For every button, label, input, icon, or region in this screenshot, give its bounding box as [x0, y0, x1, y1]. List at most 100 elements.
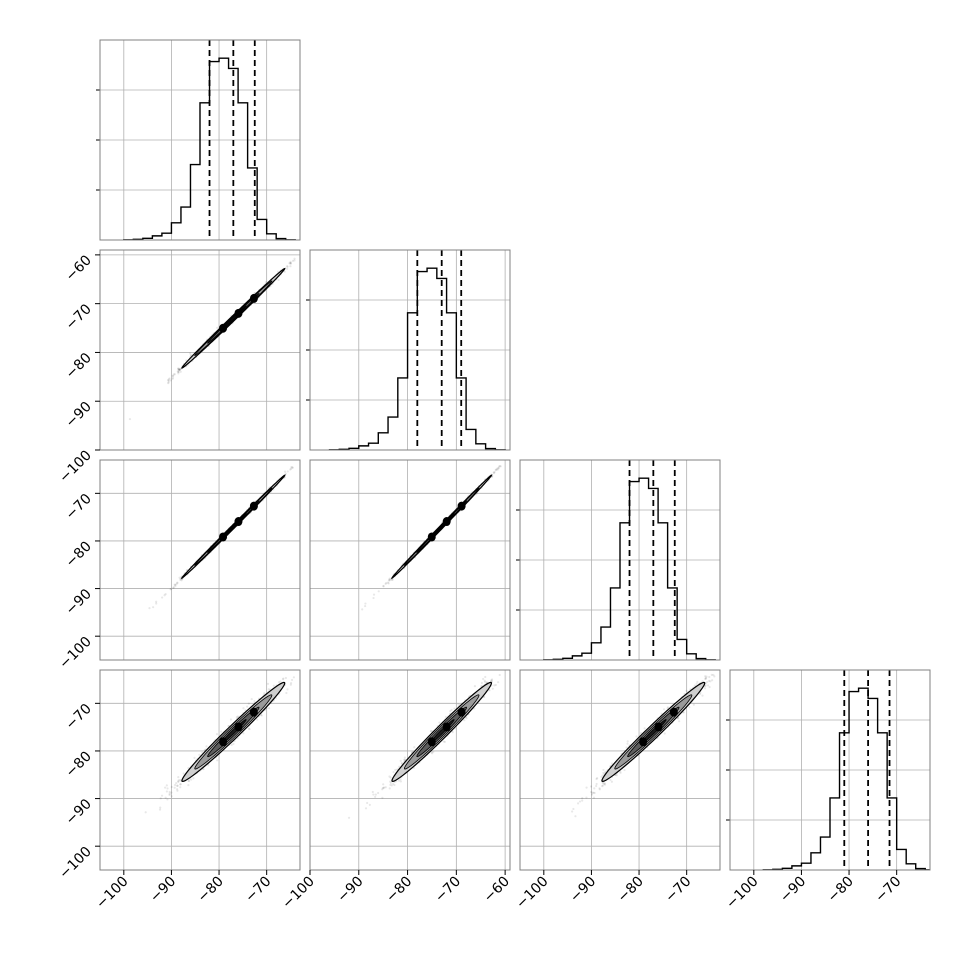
- scatter-point: [708, 679, 711, 682]
- scatter-point: [453, 707, 456, 710]
- scatter-point: [155, 602, 158, 605]
- scatter-point: [473, 685, 477, 688]
- scatter-point: [682, 711, 685, 714]
- scatter-point: [291, 466, 294, 469]
- scatter-point: [692, 703, 695, 706]
- scatter-point: [390, 578, 393, 581]
- panel-frame: [99, 249, 301, 451]
- scatter-point: [498, 673, 501, 677]
- scatter-point: [602, 768, 605, 772]
- scatter-point: [387, 579, 391, 582]
- panel-2-1: [309, 459, 511, 661]
- scatter-point: [491, 687, 494, 690]
- scatter-point: [260, 714, 263, 717]
- scatter-point: [293, 259, 296, 262]
- scatter-point: [289, 468, 292, 471]
- scatter-point: [289, 261, 292, 265]
- scatter-point: [179, 779, 182, 782]
- scatter-point: [706, 684, 710, 687]
- scatter-point: [444, 715, 447, 719]
- scatter-point: [176, 370, 179, 373]
- density-core: [234, 517, 243, 527]
- scatter-point: [286, 265, 289, 268]
- scatter-point: [230, 743, 233, 747]
- scatter-point: [585, 786, 588, 789]
- scatter-point: [392, 770, 395, 774]
- scatter-point: [177, 370, 180, 374]
- scatter-point: [389, 776, 392, 779]
- panel-2-2: [516, 459, 721, 661]
- scatter-point: [382, 783, 385, 786]
- scatter-point: [473, 707, 476, 710]
- scatter-point: [177, 776, 180, 779]
- scatter-point: [256, 718, 259, 721]
- scatter-point: [178, 368, 181, 372]
- panel-frame: [99, 39, 301, 241]
- scatter-point: [377, 791, 380, 795]
- density-core: [457, 707, 466, 717]
- scatter-point: [187, 784, 190, 787]
- scatter-point: [585, 796, 588, 799]
- scatter-point: [267, 707, 271, 710]
- scatter-point: [179, 368, 182, 371]
- scatter-point: [497, 465, 501, 468]
- scatter-point: [286, 265, 289, 268]
- scatter-point: [288, 262, 291, 265]
- scatter-point: [389, 781, 393, 785]
- scatter-point: [177, 780, 180, 783]
- density-core: [234, 308, 243, 318]
- scatter-point: [596, 777, 599, 780]
- scatter-point: [457, 703, 460, 706]
- scatter-point: [167, 381, 170, 384]
- scatter-point: [619, 771, 622, 774]
- scatter-point: [188, 779, 191, 783]
- scatter-point: [704, 682, 707, 685]
- scatter-point: [178, 367, 181, 370]
- scatter-point: [704, 677, 707, 680]
- scatter-point: [215, 733, 219, 736]
- scatter-point: [166, 787, 169, 790]
- scatter-point: [610, 780, 614, 783]
- panel-frame: [519, 459, 721, 661]
- scatter-point: [494, 468, 497, 472]
- scatter-point: [170, 785, 173, 789]
- scatter-point: [374, 793, 377, 796]
- scatter-point: [393, 783, 396, 787]
- density-core: [219, 323, 228, 333]
- scatter-point: [389, 780, 392, 783]
- density-core: [442, 722, 451, 732]
- scatter-point: [289, 265, 292, 268]
- scatter-point: [286, 470, 289, 473]
- scatter-point: [174, 783, 177, 787]
- scatter-point: [276, 270, 280, 273]
- scatter-point: [179, 578, 182, 582]
- scatter-point: [164, 786, 167, 789]
- scatter-point: [283, 470, 287, 473]
- scatter-point: [490, 679, 494, 682]
- scatter-point: [701, 694, 704, 697]
- scatter-point: [438, 721, 441, 724]
- scatter-point: [161, 596, 164, 599]
- scatter-point: [246, 705, 249, 708]
- scatter-point: [227, 724, 230, 728]
- scatter-point: [384, 786, 387, 789]
- scatter-point: [290, 467, 293, 470]
- scatter-point: [598, 787, 601, 790]
- scatter-point: [216, 759, 219, 762]
- scatter-point: [242, 707, 245, 710]
- scatter-point: [635, 735, 638, 738]
- scatter-point: [368, 803, 371, 806]
- panel-frame: [309, 249, 511, 451]
- scatter-point: [430, 730, 433, 733]
- scatter-point: [484, 680, 487, 684]
- scatter-point: [493, 684, 496, 687]
- scatter-point: [236, 715, 239, 718]
- panel-frame: [99, 669, 301, 871]
- scatter-point: [480, 685, 483, 688]
- scatter-point: [283, 270, 286, 273]
- density-core: [427, 737, 436, 747]
- scatter-point: [347, 816, 351, 819]
- scatter-point: [282, 677, 285, 680]
- scatter-point: [176, 789, 179, 792]
- density-core: [219, 737, 228, 747]
